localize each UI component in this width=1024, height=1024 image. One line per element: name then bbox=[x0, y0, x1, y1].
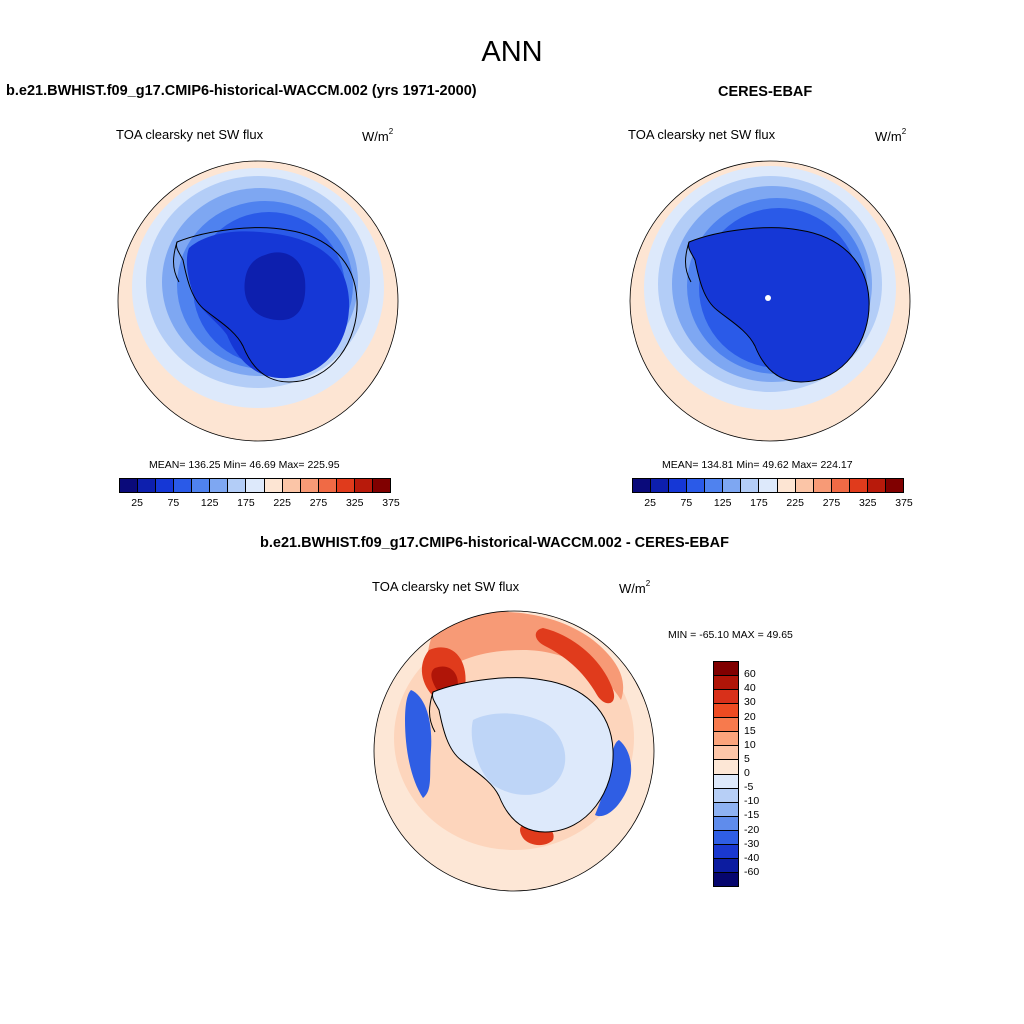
colorbar-swatch bbox=[714, 732, 738, 747]
colorbar-swatch bbox=[714, 746, 738, 761]
colorbar-tick-label: 125 bbox=[713, 497, 732, 509]
colorbar-swatch bbox=[777, 479, 796, 492]
colorbar-swatch bbox=[300, 479, 319, 492]
colorbar-tick-label: 5 bbox=[744, 752, 750, 765]
colorbar-swatch bbox=[372, 479, 390, 492]
colorbar-swatch bbox=[714, 802, 738, 817]
colorbar-tick-label: -20 bbox=[744, 823, 760, 836]
colorbar-swatch bbox=[714, 662, 738, 677]
colorbar-swatch bbox=[210, 479, 229, 492]
colorbar-tick-label: 225 bbox=[786, 497, 804, 509]
model-units-label: W/m2 bbox=[362, 127, 394, 144]
colorbar-swatch bbox=[669, 479, 688, 492]
colorbar-swatch bbox=[741, 479, 760, 492]
colorbar-tick-label: -10 bbox=[744, 795, 760, 808]
colorbar-swatch bbox=[885, 479, 903, 492]
colorbar-tick-label: 175 bbox=[750, 497, 768, 509]
colorbar-swatch bbox=[714, 872, 738, 886]
colorbar-tick-label: 0 bbox=[744, 767, 750, 779]
colorbar-swatch bbox=[714, 676, 738, 691]
colorbar-tick-label: 175 bbox=[237, 497, 255, 509]
colorbar-swatch bbox=[723, 479, 742, 492]
colorbar-swatch bbox=[120, 479, 139, 492]
colorbar-swatch bbox=[714, 704, 738, 719]
obs-panel-title: CERES-EBAF bbox=[718, 84, 813, 100]
colorbar-swatch bbox=[192, 479, 211, 492]
colorbar-swatch bbox=[759, 479, 778, 492]
colorbar-tick-label: 75 bbox=[680, 497, 693, 509]
colorbar-tick-label: 15 bbox=[744, 724, 756, 737]
colorbar-swatch bbox=[849, 479, 868, 492]
colorbar-tick-label: 75 bbox=[167, 497, 180, 509]
diff-units-label: W/m2 bbox=[619, 579, 651, 596]
colorbar-swatch bbox=[831, 479, 850, 492]
diff-stats: MIN = -65.10 MAX = 49.65 bbox=[668, 629, 793, 641]
colorbar-tick-label: 30 bbox=[744, 696, 756, 709]
season-title: ANN bbox=[481, 36, 543, 68]
diff-panel-title: b.e21.BWHIST.f09_g17.CMIP6-historical-WA… bbox=[260, 535, 729, 551]
colorbar-swatch bbox=[174, 479, 193, 492]
colorbar-tick-label: 325 bbox=[858, 497, 877, 509]
colorbar-swatch bbox=[264, 479, 283, 492]
colorbar-swatch bbox=[651, 479, 670, 492]
colorbar-tick-label: 25 bbox=[644, 497, 656, 509]
colorbar-swatch bbox=[246, 479, 265, 492]
colorbar-swatch bbox=[705, 479, 724, 492]
obs-variable-label: TOA clearsky net SW flux bbox=[628, 127, 776, 142]
colorbar-tick-label: 125 bbox=[200, 497, 219, 509]
model-stats: MEAN= 136.25 Min= 46.69 Max= 225.95 bbox=[149, 459, 340, 471]
colorbar-tick-label: 40 bbox=[744, 682, 756, 695]
colorbar-tick-label: 60 bbox=[744, 668, 756, 681]
colorbar-swatch bbox=[318, 479, 337, 492]
colorbar-swatch bbox=[282, 479, 301, 492]
colorbar-tick-label: -40 bbox=[744, 851, 760, 864]
colorbar-tick-label: 275 bbox=[309, 497, 328, 509]
colorbar-swatch bbox=[714, 690, 738, 705]
colorbar-swatch bbox=[228, 479, 247, 492]
colorbar-swatch bbox=[714, 760, 738, 775]
model-antarctic-map bbox=[117, 160, 399, 442]
colorbar-tick-label: 10 bbox=[744, 738, 756, 751]
colorbar-swatch bbox=[687, 479, 706, 492]
colorbar-swatch bbox=[354, 479, 373, 492]
colorbar-tick-label: -5 bbox=[744, 781, 754, 794]
colorbar-tick-label: 25 bbox=[131, 497, 143, 509]
colorbar-swatch bbox=[714, 830, 738, 845]
model-colorbar bbox=[119, 478, 391, 493]
obs-colorbar bbox=[632, 478, 904, 493]
obs-units-label: W/m2 bbox=[875, 127, 907, 144]
model-panel-title: b.e21.BWHIST.f09_g17.CMIP6-historical-WA… bbox=[6, 83, 477, 99]
colorbar-tick-label: -60 bbox=[744, 865, 760, 878]
colorbar-tick-label: -15 bbox=[744, 809, 760, 822]
colorbar-swatch bbox=[795, 479, 814, 492]
obs-antarctic-map bbox=[629, 160, 911, 442]
model-variable-label: TOA clearsky net SW flux bbox=[116, 127, 264, 142]
diff-colorbar bbox=[713, 661, 739, 887]
colorbar-tick-label: 375 bbox=[382, 497, 400, 509]
colorbar-swatch bbox=[138, 479, 157, 492]
colorbar-swatch bbox=[714, 788, 738, 803]
obs-stats: MEAN= 134.81 Min= 49.62 Max= 224.17 bbox=[662, 459, 853, 471]
colorbar-tick-label: 375 bbox=[895, 497, 913, 509]
colorbar-tick-label: 325 bbox=[345, 497, 364, 509]
colorbar-tick-label: 225 bbox=[273, 497, 291, 509]
diff-variable-label: TOA clearsky net SW flux bbox=[372, 579, 520, 594]
colorbar-tick-label: 20 bbox=[744, 710, 756, 723]
colorbar-swatch bbox=[714, 844, 738, 859]
colorbar-swatch bbox=[714, 774, 738, 789]
colorbar-swatch bbox=[813, 479, 832, 492]
colorbar-swatch bbox=[867, 479, 886, 492]
colorbar-swatch bbox=[156, 479, 175, 492]
diff-antarctic-map bbox=[373, 610, 655, 892]
colorbar-swatch bbox=[633, 479, 652, 492]
colorbar-swatch bbox=[714, 816, 738, 831]
colorbar-tick-label: 275 bbox=[822, 497, 841, 509]
colorbar-swatch bbox=[336, 479, 355, 492]
colorbar-tick-label: -30 bbox=[744, 837, 760, 850]
colorbar-swatch bbox=[714, 718, 738, 733]
colorbar-swatch bbox=[714, 858, 738, 873]
